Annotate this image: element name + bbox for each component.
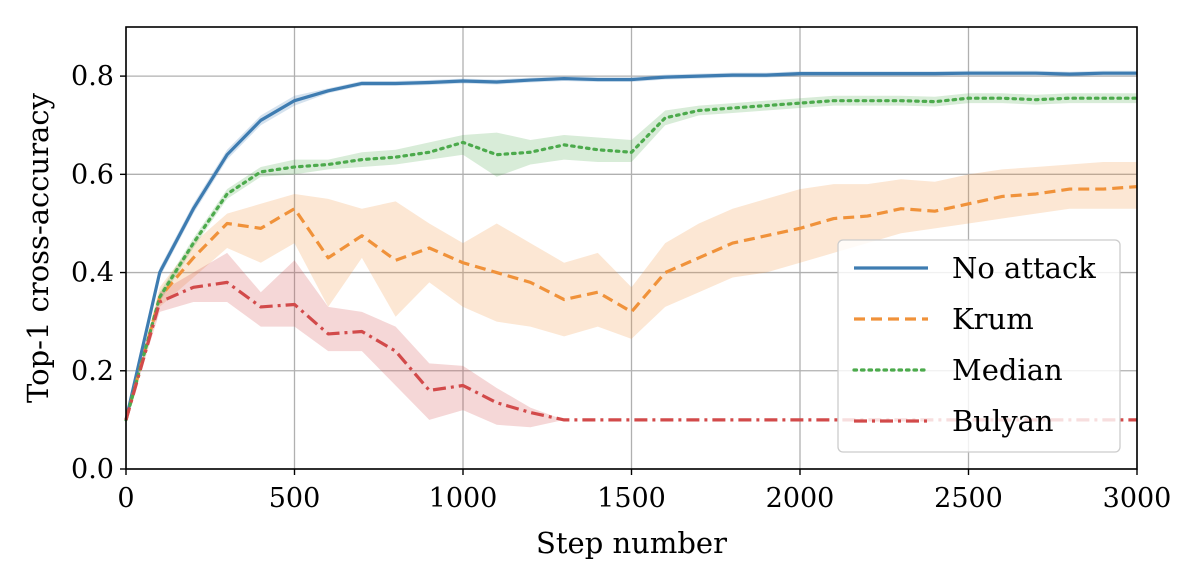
x-tick-label: 1000 [429, 483, 498, 514]
x-tick-label: 2000 [766, 483, 835, 514]
x-axis-ticks: 0 500 1000 1500 2000 2500 3000 [117, 469, 1171, 514]
x-tick-label: 500 [269, 483, 321, 514]
legend-label-no-attack: No attack [952, 251, 1096, 285]
legend-box [837, 239, 1121, 453]
legend-label-krum: Krum [952, 302, 1034, 336]
y-tick-label: 0.2 [71, 356, 114, 387]
x-tick-label: 1500 [597, 483, 666, 514]
legend: No attack Krum Median Bulyan [837, 239, 1121, 453]
band-bulyan [126, 252, 1137, 428]
legend-label-bulyan: Bulyan [952, 404, 1054, 438]
series-line-no-attack [124, 71, 1137, 421]
x-axis-label: Step number [536, 526, 727, 560]
x-tick-label: 3000 [1103, 483, 1172, 514]
series-line-median [124, 96, 1139, 422]
confidence-bands [126, 70, 1137, 428]
y-tick-label: 0.4 [71, 258, 114, 289]
x-tick-label: 0 [117, 483, 134, 514]
series-line-krum [124, 185, 1138, 421]
band-median [126, 93, 1137, 420]
series-lines [124, 71, 1139, 422]
band-krum [126, 162, 1137, 420]
series-line-bulyan [124, 280, 1137, 422]
y-tick-label: 0.0 [71, 454, 114, 485]
y-tick-label: 0.6 [71, 159, 114, 190]
legend-label-median: Median [952, 353, 1063, 387]
y-tick-label: 0.8 [71, 61, 114, 92]
y-axis-label: Top-1 cross-accuracy [21, 92, 55, 403]
x-tick-label: 2500 [934, 483, 1003, 514]
y-axis-ticks: 0.0 0.2 0.4 0.6 0.8 [71, 61, 126, 485]
